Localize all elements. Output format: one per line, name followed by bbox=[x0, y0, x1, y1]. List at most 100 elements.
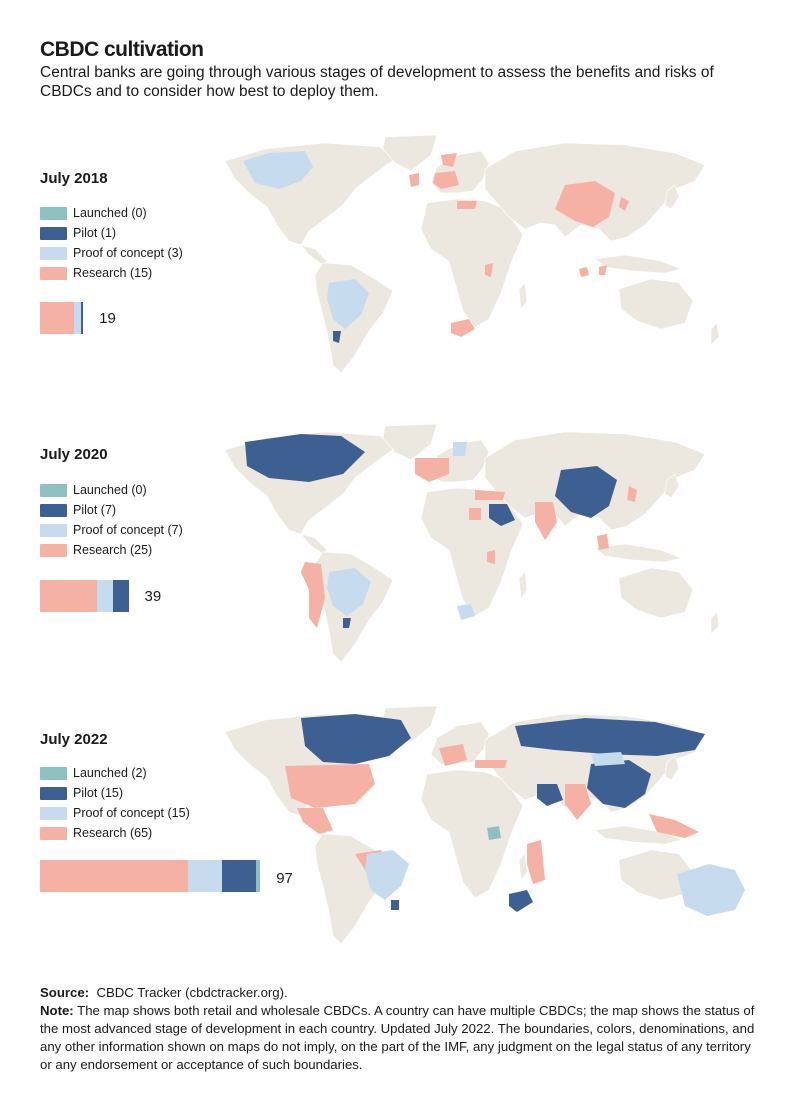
legend-item-pilot: Pilot (7) bbox=[40, 500, 183, 520]
bar-segment-research bbox=[40, 302, 75, 334]
launched-swatch bbox=[40, 483, 67, 497]
region-pilot bbox=[391, 900, 399, 910]
panel-title-2022: July 2022 bbox=[40, 731, 108, 748]
world-map-2022 bbox=[224, 705, 745, 945]
region-research bbox=[285, 764, 375, 808]
source-label: Source: bbox=[40, 985, 90, 1000]
proof-swatch bbox=[40, 806, 67, 820]
source-text: CBDC Tracker (cbdctracker.org). bbox=[96, 985, 288, 1000]
region-pilot bbox=[509, 890, 533, 912]
total-count-2018: 19 bbox=[99, 310, 116, 327]
region-research bbox=[469, 508, 481, 520]
bar-segment-pilot bbox=[221, 860, 256, 892]
legend-item-proof: Proof of concept (15) bbox=[40, 803, 190, 823]
world-map-2020 bbox=[224, 423, 720, 663]
region-research bbox=[485, 263, 493, 277]
legend-item-launched: Launched (0) bbox=[40, 203, 183, 223]
note-line: Note: The map shows both retail and whol… bbox=[40, 1002, 760, 1074]
research-swatch bbox=[40, 543, 67, 557]
region-proof bbox=[243, 151, 313, 189]
region-research bbox=[555, 181, 615, 227]
proof-swatch bbox=[40, 523, 67, 537]
note-text: The map shows both retail and wholesale … bbox=[40, 1003, 755, 1072]
legend-item-pilot: Pilot (15) bbox=[40, 783, 190, 803]
region-proof bbox=[327, 279, 369, 329]
region-research bbox=[297, 808, 333, 834]
legend-label: Pilot (1) bbox=[73, 226, 117, 240]
bar-segment-pilot bbox=[112, 580, 129, 612]
legend-item-proof: Proof of concept (7) bbox=[40, 520, 183, 540]
research-swatch bbox=[40, 266, 67, 280]
region-research bbox=[599, 265, 607, 275]
region-research bbox=[527, 840, 545, 884]
panel-title-2018: July 2018 bbox=[40, 170, 108, 187]
bar-segment-proof bbox=[74, 302, 81, 334]
region-research bbox=[433, 171, 459, 189]
region-proof bbox=[591, 752, 625, 766]
bar-segment-launched bbox=[255, 860, 261, 892]
legend-item-launched: Launched (0) bbox=[40, 480, 183, 500]
pilot-swatch bbox=[40, 226, 67, 240]
region-research bbox=[415, 458, 449, 482]
region-proof bbox=[677, 864, 745, 916]
region-proof bbox=[327, 568, 371, 616]
legend-label: Research (15) bbox=[73, 266, 153, 280]
region-pilot bbox=[555, 466, 617, 518]
bar-segment-pilot bbox=[80, 302, 84, 334]
legend-label: Pilot (15) bbox=[73, 786, 124, 800]
legend-item-pilot: Pilot (1) bbox=[40, 223, 183, 243]
source-line: Source: CBDC Tracker (cbdctracker.org). bbox=[40, 984, 760, 1002]
region-research bbox=[579, 267, 589, 277]
region-research bbox=[487, 550, 495, 564]
region-research bbox=[627, 486, 637, 502]
legend-item-research: Research (25) bbox=[40, 540, 183, 560]
region-research bbox=[439, 744, 467, 766]
region-research bbox=[451, 319, 475, 337]
launched-swatch bbox=[40, 206, 67, 220]
region-research bbox=[475, 760, 507, 768]
region-proof bbox=[365, 850, 409, 900]
region-proof bbox=[457, 604, 475, 620]
bar-segment-research bbox=[40, 580, 97, 612]
region-pilot bbox=[537, 784, 563, 806]
region-research bbox=[535, 502, 557, 540]
legend-label: Launched (0) bbox=[73, 206, 147, 220]
legend-label: Proof of concept (15) bbox=[73, 806, 190, 820]
region-research bbox=[301, 562, 325, 628]
region-research bbox=[619, 197, 629, 211]
region-pilot bbox=[301, 714, 411, 764]
total-count-2022: 97 bbox=[276, 870, 293, 887]
legend-item-launched: Launched (2) bbox=[40, 763, 190, 783]
region-pilot bbox=[515, 718, 705, 756]
bar-segment-proof bbox=[96, 580, 113, 612]
legend-item-research: Research (15) bbox=[40, 263, 183, 283]
legend-label: Launched (2) bbox=[73, 766, 147, 780]
legend-item-proof: Proof of concept (3) bbox=[40, 243, 183, 263]
legend-item-research: Research (65) bbox=[40, 823, 190, 843]
legend-2018: Launched (0) Pilot (1) Proof of concept … bbox=[40, 203, 183, 283]
total-count-2020: 39 bbox=[144, 588, 162, 605]
pilot-swatch bbox=[40, 786, 67, 800]
pilot-swatch bbox=[40, 503, 67, 517]
legend-label: Research (65) bbox=[73, 826, 153, 840]
bar-segment-research bbox=[40, 860, 188, 892]
stacked-bar-2020 bbox=[40, 580, 129, 612]
legend-label: Proof of concept (7) bbox=[73, 523, 183, 537]
region-research bbox=[649, 814, 699, 838]
region-pilot bbox=[343, 618, 351, 628]
world-map-2018 bbox=[224, 134, 720, 374]
stacked-bar-2018 bbox=[40, 302, 84, 334]
note-label: Note: bbox=[40, 1003, 74, 1018]
region-research bbox=[457, 201, 477, 209]
figure-subtitle: Central banks are going through various … bbox=[40, 64, 714, 100]
launched-swatch bbox=[40, 766, 67, 780]
proof-swatch bbox=[40, 246, 67, 260]
region-proof bbox=[453, 442, 467, 456]
legend-label: Launched (0) bbox=[73, 483, 147, 497]
region-pilot bbox=[333, 331, 341, 343]
region-research bbox=[441, 153, 457, 167]
legend-2022: Launched (2) Pilot (15) Proof of concept… bbox=[40, 763, 190, 843]
figure-title: CBDC cultivation bbox=[40, 38, 204, 61]
region-pilot bbox=[489, 504, 515, 526]
legend-2020: Launched (0) Pilot (7) Proof of concept … bbox=[40, 480, 183, 560]
